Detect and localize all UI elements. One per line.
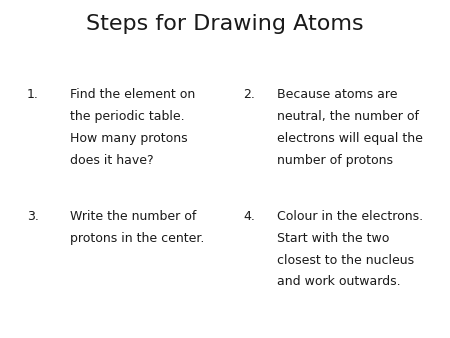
Text: How many protons: How many protons [70,132,187,145]
Text: Colour in the electrons.: Colour in the electrons. [277,210,423,222]
Text: does it have?: does it have? [70,154,153,167]
Text: Find the element on: Find the element on [70,88,195,101]
Text: closest to the nucleus: closest to the nucleus [277,254,414,266]
Text: number of protons: number of protons [277,154,393,167]
Text: Because atoms are: Because atoms are [277,88,397,101]
Text: 1.: 1. [27,88,39,101]
Text: protons in the center.: protons in the center. [70,232,204,244]
Text: electrons will equal the: electrons will equal the [277,132,423,145]
Text: 2.: 2. [243,88,255,101]
Text: Steps for Drawing Atoms: Steps for Drawing Atoms [86,14,364,33]
Text: and work outwards.: and work outwards. [277,275,400,288]
Text: 4.: 4. [243,210,255,222]
Text: Write the number of: Write the number of [70,210,196,222]
Text: the periodic table.: the periodic table. [70,110,184,123]
Text: 3.: 3. [27,210,39,222]
Text: neutral, the number of: neutral, the number of [277,110,419,123]
Text: Start with the two: Start with the two [277,232,389,244]
